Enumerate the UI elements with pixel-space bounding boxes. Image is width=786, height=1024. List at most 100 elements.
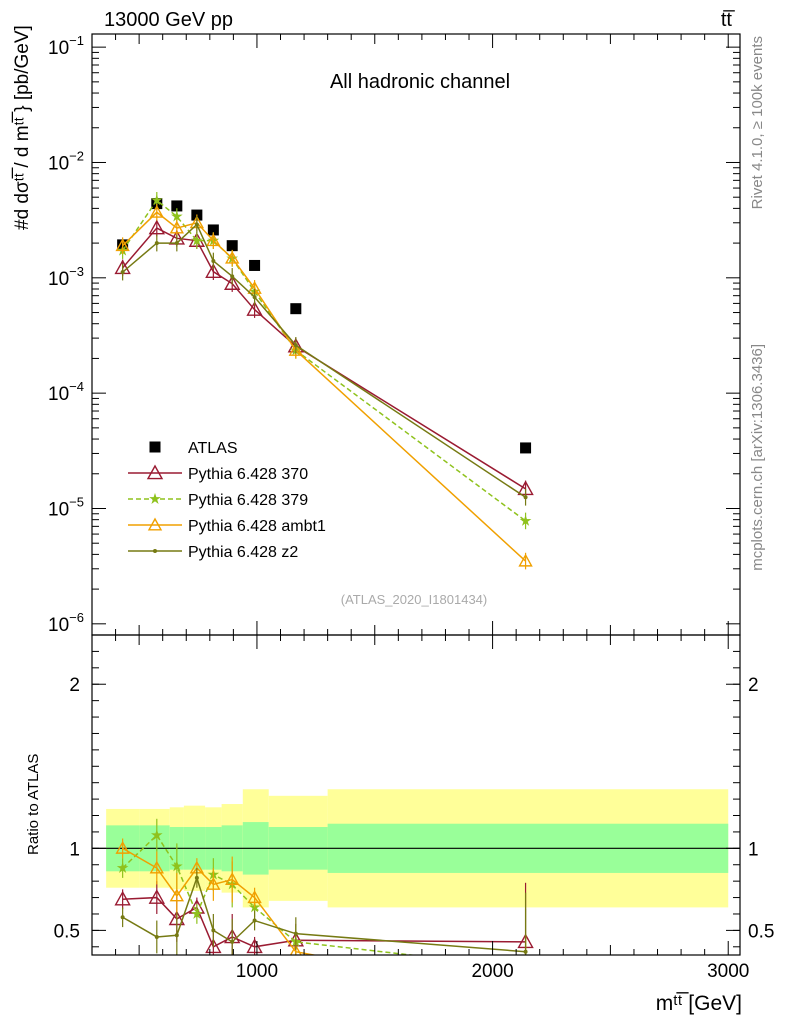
ratio-point — [521, 963, 530, 972]
y-tick-label: 10−2 — [48, 148, 84, 174]
legend-label: ATLAS — [188, 440, 238, 457]
ratio-frame — [91, 634, 741, 956]
y-axis-label: #d dσᵗᵗ̅ / d mᵗᵗ̅ } [pb/GeV] — [12, 25, 33, 230]
legend-marker — [149, 441, 161, 453]
data-point — [171, 210, 183, 222]
atlas-point — [290, 303, 302, 315]
data-point — [211, 258, 216, 263]
data-point — [149, 204, 164, 218]
atlas-point — [171, 200, 183, 212]
ratio-y-tick-label-right: 2 — [748, 675, 759, 696]
data-point — [518, 553, 533, 567]
y-tick-label: 10−5 — [48, 494, 84, 520]
rivet-label: Rivet 4.1.0, ≥ 100k events — [749, 36, 766, 209]
ratio-point — [116, 861, 129, 873]
ratio-point — [293, 931, 298, 936]
legend-marker — [149, 492, 161, 504]
ratio-point — [148, 889, 165, 904]
legend-label: Pythia 6.428 ambt1 — [188, 518, 326, 535]
data-point — [206, 233, 221, 247]
ratio-y-axis-label: Ratio to ATLAS — [25, 754, 42, 855]
ratio-point — [154, 934, 159, 939]
ratio-point — [211, 928, 216, 933]
data-point — [169, 220, 185, 234]
ratio-point — [225, 872, 240, 886]
data-point — [174, 241, 179, 246]
ratio-point — [191, 907, 203, 919]
data-point — [191, 234, 203, 246]
atlas-point — [207, 224, 219, 236]
main-plot: 10−6 10−5 10−4 10−3 10−2 10−1 All hadronic ch… — [12, 25, 741, 636]
ratio-point — [252, 918, 257, 923]
data-point — [120, 270, 125, 275]
mcplots-label: mcplots.cern.ch [arXiv:1306.3436] — [749, 344, 766, 571]
data-point — [230, 274, 235, 279]
ratio-point — [206, 876, 221, 890]
data-point — [224, 275, 241, 290]
ratio-point — [114, 890, 131, 906]
ratio-point — [230, 939, 235, 944]
ratio-y-tick-label: 2 — [69, 675, 80, 696]
ratio-point — [149, 860, 164, 874]
series-line — [122, 211, 527, 562]
x-tick-label: 3000 — [707, 961, 749, 982]
legend: ATLAS Pythia 6.428 370 Pythia 6.428 379 Pyt… — [128, 440, 326, 561]
series-3 — [115, 203, 533, 570]
ratio-point — [169, 888, 185, 902]
ratio-plot: 0.5 0.5 1 1 2 2 1000 2000 3000 Ratio to ATLAS mᵗ… — [25, 634, 774, 1015]
x-tick-label: 1000 — [236, 961, 278, 982]
legend-item: Pythia 6.428 379 — [128, 492, 308, 509]
legend-item: Pythia 6.428 370 — [128, 464, 308, 483]
atlas-point — [226, 240, 238, 252]
plot-title: All hadronic channel — [330, 71, 510, 93]
legend-label: Pythia 6.428 z2 — [188, 544, 298, 561]
y-tick-label: 10−6 — [48, 610, 84, 636]
y-tick-label: 10−1 — [48, 33, 84, 59]
data-point — [293, 343, 298, 348]
legend-marker — [147, 517, 163, 531]
ratio-point — [289, 944, 302, 955]
x-tick-label: 2000 — [471, 961, 513, 982]
data-point — [148, 219, 165, 235]
legend-item: Pythia 6.428 ambt1 — [128, 517, 326, 535]
ratio-point — [115, 840, 130, 854]
ratio-point — [171, 860, 183, 872]
atlas-point — [520, 442, 532, 454]
ratio-y-tick-label-right: 1 — [748, 839, 759, 860]
analysis-watermark: (ATLAS_2020_I1801434) — [341, 592, 487, 607]
ratio-y-tick-label: 0.5 — [54, 921, 80, 942]
data-point — [523, 495, 528, 500]
data-point — [154, 241, 159, 246]
data-point — [194, 222, 199, 227]
ratio-point — [174, 933, 179, 938]
energy-label: 13000 GeV pp — [104, 9, 233, 31]
data-point — [288, 342, 304, 356]
series-1 — [114, 219, 534, 498]
data-point — [246, 301, 263, 316]
data-point — [519, 514, 532, 526]
x-axis-label: mᵗᵗ̅ [GeV] — [656, 992, 742, 1015]
y-tick-label: 10−3 — [48, 264, 84, 290]
ratio-point — [120, 915, 125, 920]
data-point — [205, 263, 222, 278]
ratio-point — [520, 988, 532, 999]
series-line — [122, 223, 526, 498]
atlas-point — [249, 259, 261, 271]
legend-marker — [153, 549, 157, 553]
ratio-point — [205, 938, 222, 954]
legend-marker — [146, 464, 164, 480]
series-4 — [120, 216, 528, 506]
data-point — [115, 238, 130, 252]
series-line — [122, 227, 526, 490]
process-label: tt̅ — [721, 9, 735, 31]
data-point — [252, 295, 257, 300]
y-tick-label: 10−4 — [48, 379, 84, 405]
ratio-y-tick-label-right: 0.5 — [748, 921, 774, 942]
ratio-point — [523, 949, 528, 954]
ratio-point — [194, 875, 199, 880]
legend-label: Pythia 6.428 379 — [188, 492, 308, 509]
series-line — [122, 199, 527, 522]
ratio-point — [246, 938, 263, 954]
data-point — [150, 194, 163, 206]
ratio-point — [150, 829, 163, 841]
